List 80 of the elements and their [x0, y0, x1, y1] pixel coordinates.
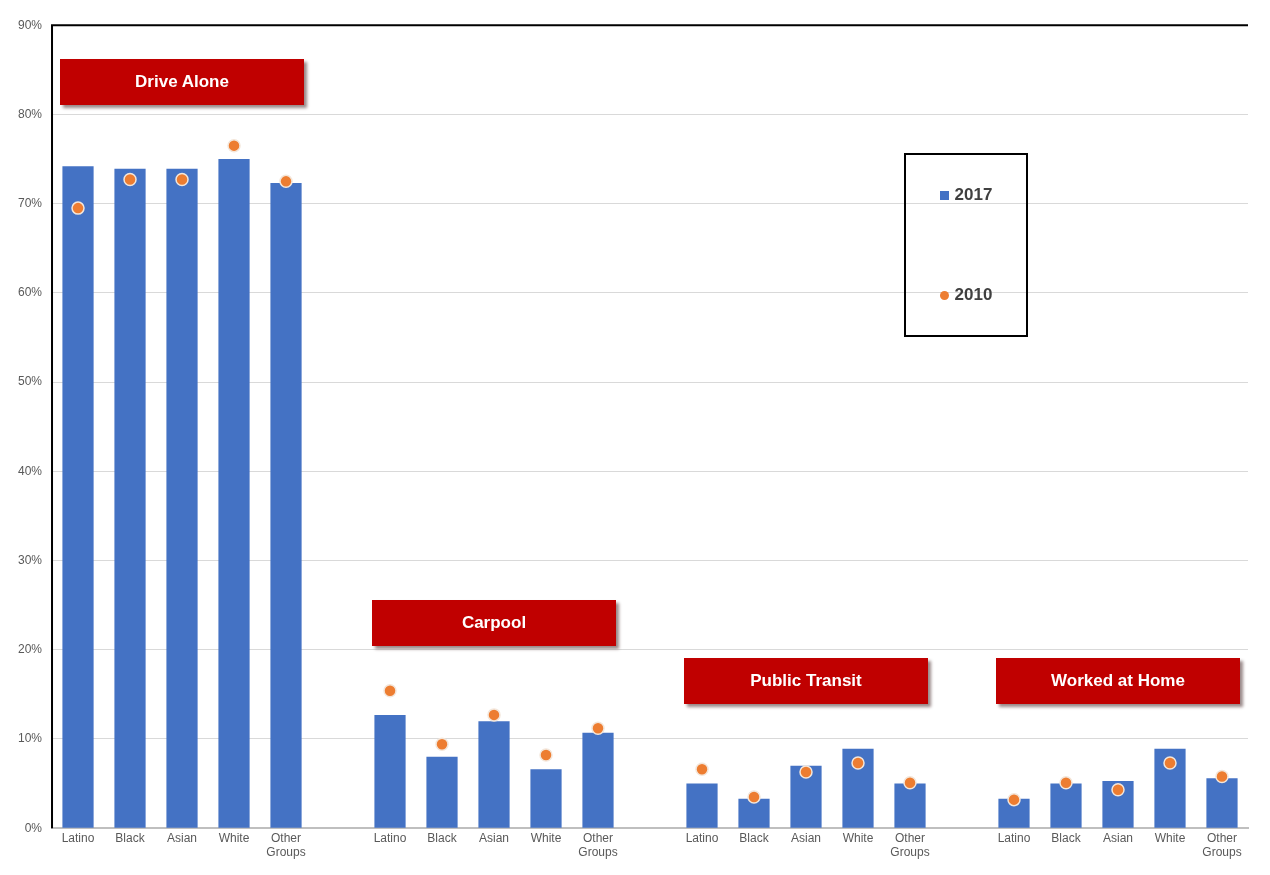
point — [1007, 792, 1021, 807]
x-tick-label: Black — [115, 830, 146, 845]
point — [591, 721, 605, 736]
bar — [790, 765, 822, 828]
legend-label: 2010 — [954, 285, 993, 305]
x-tick-label: Black — [739, 830, 770, 845]
x-tick-label: White — [530, 830, 562, 845]
y-tick-label: 80% — [17, 106, 43, 121]
point — [1215, 769, 1229, 784]
x-tick-label: Asian — [167, 830, 198, 845]
x-tick-label: Other Groups — [578, 830, 618, 860]
point — [71, 201, 85, 215]
y-tick-label: 0% — [24, 820, 43, 835]
y-tick-label: 20% — [17, 642, 43, 657]
bar — [686, 783, 718, 828]
bar — [218, 159, 250, 828]
y-tick-label: 10% — [17, 731, 43, 746]
point — [695, 762, 709, 777]
y-tick-label: 50% — [17, 374, 43, 389]
x-tick-label: Other Groups — [266, 830, 306, 860]
point — [123, 172, 137, 187]
point — [539, 748, 553, 762]
bar — [998, 798, 1030, 828]
point — [487, 708, 501, 722]
bar — [166, 168, 198, 828]
point — [851, 756, 865, 770]
bar — [894, 783, 926, 828]
x-tick-label: Other Groups — [1202, 830, 1242, 860]
bar — [1154, 748, 1186, 828]
y-tick-label: 30% — [17, 552, 43, 567]
y-tick-label: 40% — [17, 463, 43, 478]
x-tick-label: White — [842, 830, 874, 845]
point — [175, 172, 189, 187]
x-tick-label: Latino — [997, 830, 1031, 845]
bar — [426, 756, 458, 828]
x-tick-label: Black — [1051, 830, 1082, 845]
annotation: Drive Alone — [135, 72, 229, 93]
x-tick-label: Asian — [1102, 830, 1134, 845]
x-tick-label: Latino — [685, 830, 719, 845]
bar — [738, 798, 770, 828]
bar — [374, 714, 406, 828]
banner: Worked at Home — [995, 657, 1241, 704]
bar — [270, 183, 302, 828]
bar — [1206, 778, 1238, 828]
point — [435, 737, 449, 752]
y-tick-label: 90% — [17, 17, 43, 32]
y-tick-label: 60% — [17, 285, 43, 300]
annotation: Carpool — [461, 612, 527, 633]
x-tick-label: Black — [427, 830, 458, 845]
x-tick-label: Asian — [479, 830, 510, 845]
bar — [530, 769, 562, 828]
x-tick-label: Latino — [61, 830, 95, 845]
x-tick-label: Asian — [790, 830, 822, 845]
point — [279, 174, 293, 189]
x-tick-label: Other Groups — [890, 830, 930, 860]
point — [747, 790, 761, 804]
bar — [478, 721, 510, 828]
banner: Carpool — [371, 599, 617, 646]
point — [799, 765, 813, 779]
bar — [1102, 780, 1134, 828]
banner: Public Transit — [683, 657, 929, 704]
annotation: Worked at Home — [1051, 670, 1185, 691]
y-tick-label: 70% — [17, 195, 43, 210]
bar — [842, 748, 874, 828]
bar — [114, 168, 146, 828]
point — [1059, 775, 1073, 790]
point — [1111, 783, 1125, 797]
legend-label: 2017 — [954, 185, 993, 205]
bar — [582, 732, 614, 828]
point — [1163, 756, 1177, 770]
x-tick-label: Latino — [373, 830, 407, 845]
banner: Drive Alone — [59, 59, 305, 106]
point — [227, 138, 241, 153]
annotation: Public Transit — [750, 670, 862, 691]
bar — [62, 166, 94, 828]
point — [903, 775, 917, 790]
x-tick-label: White — [1154, 830, 1186, 845]
x-tick-label: White — [218, 830, 250, 845]
point — [383, 684, 397, 698]
bar — [1050, 783, 1082, 828]
